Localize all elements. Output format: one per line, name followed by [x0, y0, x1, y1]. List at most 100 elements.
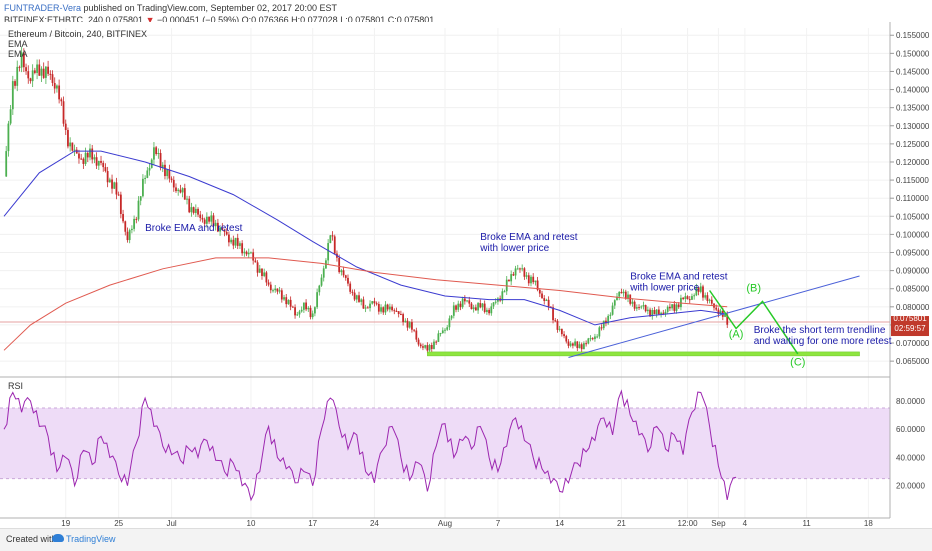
- candle-body: [459, 303, 462, 308]
- candle-body: [695, 287, 698, 296]
- candle-body: [402, 314, 405, 323]
- candle-body: [408, 322, 411, 328]
- candle-body: [18, 66, 21, 68]
- candle-body: [556, 320, 559, 330]
- candle-body: [530, 276, 532, 284]
- time-tick-label: 10: [247, 519, 256, 528]
- candle-body: [139, 196, 142, 201]
- candle-body: [388, 306, 391, 310]
- candle-body: [488, 309, 490, 314]
- candle-body: [210, 215, 213, 222]
- candle-body: [161, 164, 164, 168]
- candle-body: [243, 251, 246, 254]
- candle-body: [602, 320, 605, 329]
- candle-body: [514, 268, 517, 276]
- candle-body: [657, 309, 660, 315]
- candle-body: [406, 320, 409, 328]
- down-arrow-icon: ▼: [145, 15, 155, 25]
- candle-body: [148, 167, 151, 171]
- candle-body: [95, 157, 98, 166]
- time-tick-label: 18: [864, 519, 873, 528]
- candle-body: [314, 307, 316, 314]
- candle-body: [503, 291, 506, 293]
- candle-body: [512, 274, 515, 276]
- time-tick-label: 19: [61, 519, 70, 528]
- candle-body: [22, 52, 25, 68]
- candle-body: [607, 315, 610, 324]
- price-axis[interactable]: 0.155000 0.150000 0.145000 0.140000 0.135000…: [890, 31, 930, 366]
- candle-body: [300, 309, 303, 312]
- candle-body: [89, 148, 91, 158]
- candle-body: [560, 328, 563, 335]
- candle-body: [274, 288, 277, 291]
- candle-body: [532, 276, 535, 283]
- candle-body: [252, 252, 255, 261]
- price-tick-label: 0.085000: [896, 285, 930, 294]
- candle-body: [455, 305, 457, 310]
- wave-label: (C): [790, 356, 805, 368]
- ema-legend-1: EMA: [8, 39, 28, 49]
- candle-body: [29, 78, 32, 82]
- candle-body: [624, 291, 627, 299]
- candle-body: [307, 307, 310, 310]
- candle-body: [684, 296, 687, 300]
- chart-title: Ethereum / Bitcoin, 240, BITFINEX: [8, 29, 147, 39]
- candle-body: [247, 252, 250, 255]
- candle-body: [333, 236, 336, 254]
- candle-body: [128, 230, 131, 241]
- candle-body: [545, 299, 548, 301]
- candle-body: [283, 297, 285, 300]
- candle-body: [164, 164, 166, 177]
- rsi-tick-label: 40.0000: [896, 453, 925, 462]
- candle-body: [558, 328, 561, 330]
- candle-body: [199, 214, 202, 218]
- created-with-text: Created with: [6, 534, 57, 544]
- candle-body: [159, 153, 162, 168]
- candle-body: [726, 314, 729, 325]
- candle-body: [662, 312, 665, 314]
- author-link[interactable]: FUNTRADER-Vera: [4, 3, 82, 13]
- candle-body: [419, 344, 422, 347]
- candle-body: [239, 243, 241, 246]
- candle-body: [93, 157, 96, 160]
- rsi-axis[interactable]: 20.0000 40.0000 60.0000 80.0000: [896, 397, 925, 491]
- candle-body: [320, 277, 323, 286]
- annotation-text: Broke EMA and retest with lower price: [479, 232, 577, 254]
- candle-body: [142, 178, 144, 197]
- candle-body: [448, 318, 451, 328]
- candle-body: [225, 231, 228, 235]
- candle-body: [71, 142, 74, 151]
- candle-body: [80, 158, 83, 160]
- time-tick-label: Aug: [438, 519, 452, 528]
- tradingview-link[interactable]: TradingView: [66, 534, 116, 544]
- candle-body: [580, 344, 583, 350]
- candle-body: [642, 305, 645, 307]
- candle-body: [338, 257, 341, 273]
- candle-body: [587, 338, 590, 344]
- candle-body: [351, 291, 354, 293]
- candle-body: [236, 237, 239, 246]
- candle-body: [188, 198, 191, 213]
- annotation-line: and waiting for one more retest: [754, 336, 892, 347]
- candle-body: [166, 169, 169, 177]
- candle-body: [435, 341, 438, 343]
- time-axis[interactable]: 19 25 Jul 10 17 24 Aug 7 14 21 12:00 Sep 4 11 18: [61, 519, 873, 528]
- candle-body: [640, 306, 643, 308]
- candle-body: [618, 291, 621, 297]
- symbol-info: BITFINEX:ETHBTC, 240 0.075801: [4, 15, 144, 25]
- candle-body: [426, 345, 429, 351]
- candle-body: [594, 336, 596, 340]
- candle-body: [62, 101, 65, 124]
- candle-body: [704, 295, 707, 298]
- candle-body: [364, 307, 367, 309]
- candle-body: [327, 243, 330, 261]
- candle-body: [682, 297, 685, 300]
- chart-canvas[interactable]: 0.155000 0.150000 0.145000 0.140000 0.135000…: [0, 0, 932, 528]
- candle-body: [27, 71, 30, 79]
- ema-fast-line: [3, 150, 728, 326]
- annotation-text: Broke EMA and retest with lower price: [629, 272, 727, 294]
- candle-body: [366, 307, 369, 309]
- candle-body: [386, 304, 389, 310]
- candle-body: [102, 162, 105, 168]
